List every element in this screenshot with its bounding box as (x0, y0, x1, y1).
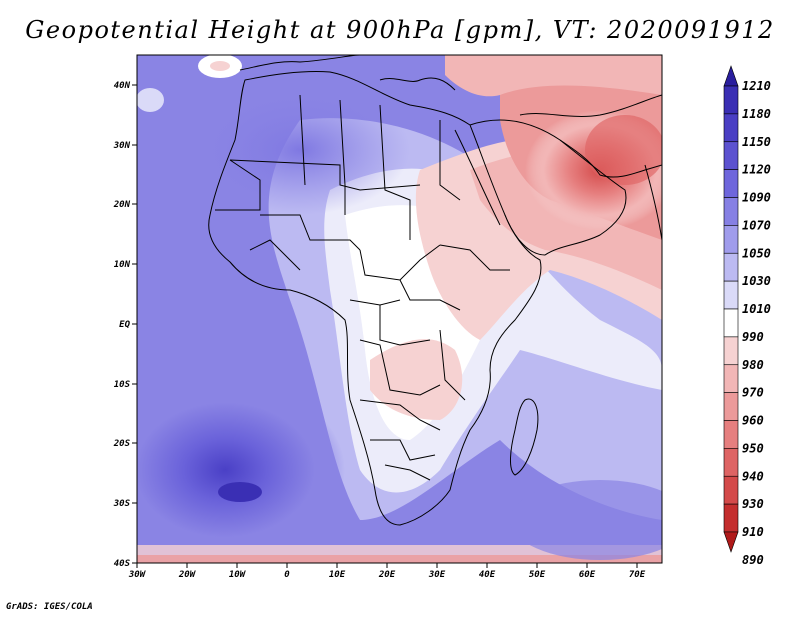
lon-label: 60E (579, 570, 596, 580)
colorbar-label: 1120 (742, 163, 771, 177)
colorbar-label: 990 (742, 330, 764, 344)
lat-label: 40N (114, 81, 131, 91)
colorbar-segment (723, 475, 739, 505)
lon-label: 70E (629, 570, 646, 580)
colorbar-segment (723, 336, 739, 366)
lon-label: 0 (284, 570, 290, 580)
lat-label: 30N (113, 141, 131, 151)
latitude-labels: 40N 30N 20N 10N EQ 10S 20S 30S 40S (113, 81, 131, 569)
colorbar-segment (723, 85, 739, 115)
colorbar-label: 1210 (742, 79, 771, 93)
longitude-labels: 30W 20W 10W 0 10E 20E 30E 40E 50E 60E 70… (128, 570, 646, 580)
lon-label: 10W (229, 570, 247, 580)
map-title: Geopotential Height at 900hPa [gpm], VT:… (25, 16, 775, 44)
colorbar-label: 950 (742, 441, 764, 455)
colorbar-segment (723, 113, 739, 143)
lat-label: 20N (113, 200, 131, 210)
colorbar-label: 1150 (742, 135, 771, 149)
colorbar-label: 1090 (742, 191, 771, 205)
height-field (137, 55, 662, 563)
colorbar-segment (723, 420, 739, 449)
colorbar: 1210 1180 1150 1120 1090 1070 1050 1030 1010 990 9… (723, 65, 771, 567)
colorbar-label: 960 (742, 414, 764, 428)
colorbar-segment (723, 280, 739, 310)
colorbar-segment (723, 364, 739, 393)
lat-label: 40S (114, 559, 131, 569)
colorbar-segment (723, 392, 739, 421)
lat-label: 10S (114, 380, 131, 390)
colorbar-segment (723, 503, 739, 533)
colorbar-label: 1010 (742, 302, 771, 316)
colorbar-label: 940 (742, 469, 764, 483)
lon-label: 10E (329, 570, 346, 580)
colorbar-label: 910 (742, 525, 764, 539)
colorbar-label: 1050 (742, 246, 771, 260)
colorbar-label: 970 (742, 386, 764, 400)
axis-ticks (132, 84, 638, 568)
lon-label: 40E (479, 570, 496, 580)
lat-label: 20S (113, 439, 131, 449)
colorbar-label: 930 (742, 497, 764, 511)
colorbar-label: 1180 (742, 107, 771, 121)
colorbar-label: 1030 (742, 274, 771, 288)
colorbar-segment (723, 308, 739, 338)
lon-label: 20W (178, 570, 197, 580)
colorbar-label: 1070 (742, 218, 771, 232)
colorbar-label: 980 (742, 358, 764, 372)
colorbar-segment (723, 197, 739, 226)
coastlines (208, 55, 662, 526)
colorbar-segment (723, 225, 739, 254)
lat-label: 10N (114, 260, 131, 270)
colorbar-segment (723, 448, 739, 477)
colorbar-segment (723, 252, 739, 282)
colorbar-segment (723, 65, 739, 87)
grads-credit: GrADS: IGES/COLA (6, 602, 93, 612)
lat-label: EQ (119, 320, 130, 330)
colorbar-label: 890 (742, 553, 764, 567)
map-frame (136, 54, 663, 564)
lon-label: 20E (378, 570, 396, 580)
lon-label: 30E (428, 570, 446, 580)
lat-label: 30S (113, 499, 131, 509)
colorbar-segment (723, 531, 739, 553)
colorbar-segment (723, 141, 739, 170)
colorbar-segment (723, 169, 739, 198)
lon-label: 30W (128, 570, 147, 580)
lon-label: 50E (529, 570, 546, 580)
